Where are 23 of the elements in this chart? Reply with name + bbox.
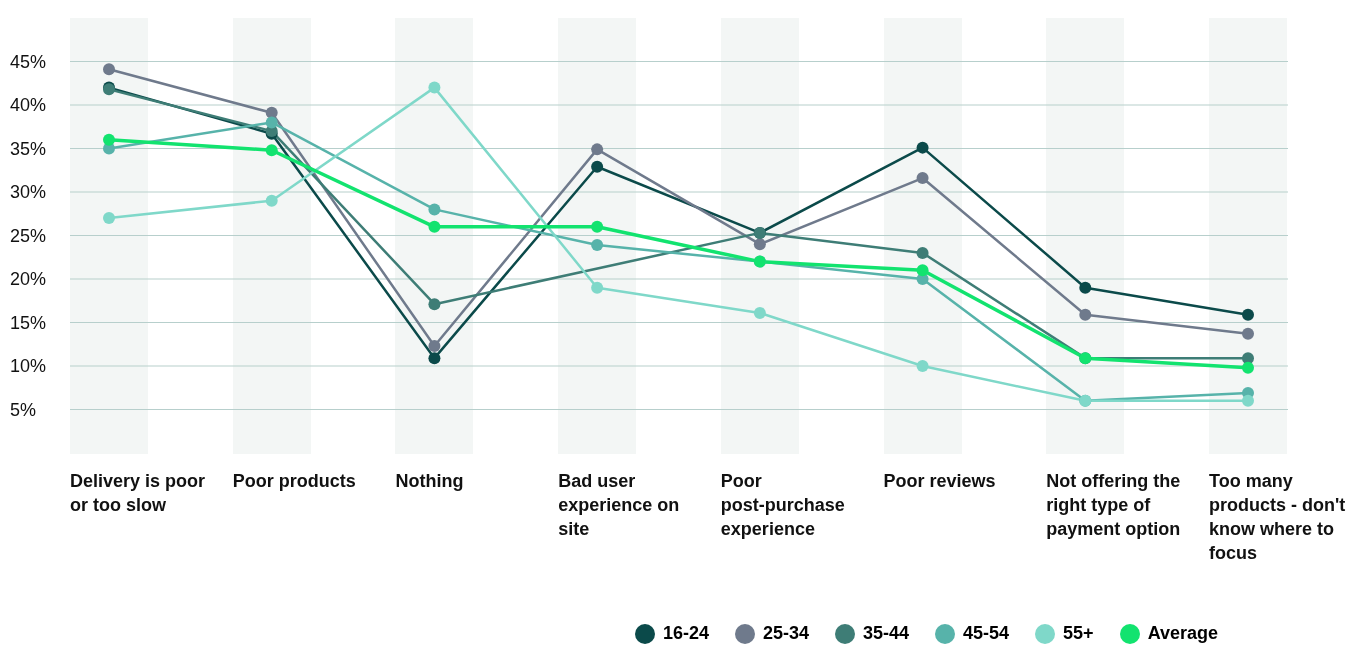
legend-label: 55+ [1063, 623, 1094, 644]
x-tick-label: Not offering the right type of payment option [1046, 471, 1181, 539]
legend-label: 25-34 [762, 623, 809, 644]
x-tick-label: Delivery is poor or too slow [70, 471, 206, 515]
x-tick-label: Too many products - don't know where to focus [1209, 471, 1346, 563]
y-tick-label: 25% [10, 225, 47, 246]
x-tick-label: Poor reviews [883, 471, 996, 491]
legend-label: Average [1147, 623, 1218, 644]
x-tick-label: Poor products [232, 471, 356, 491]
y-tick-label: 20% [10, 269, 47, 290]
legend-label: 35-44 [862, 623, 910, 644]
legend-label: 45-54 [963, 623, 1010, 644]
y-tick-label: 45% [10, 51, 47, 72]
y-tick-label: 5% [10, 399, 37, 420]
x-tick-label: Poor post-purchase experience [720, 471, 845, 539]
y-tick-label: 35% [10, 138, 47, 159]
y-tick-label: 10% [10, 356, 47, 377]
x-tick-label: Nothing [395, 471, 464, 491]
y-tick-label: 15% [10, 312, 47, 333]
legend-label: 16-24 [662, 623, 709, 644]
x-tick-label: Bad user experience on site [558, 471, 680, 539]
y-tick-label: 30% [10, 182, 47, 203]
y-tick-label: 40% [10, 95, 47, 116]
